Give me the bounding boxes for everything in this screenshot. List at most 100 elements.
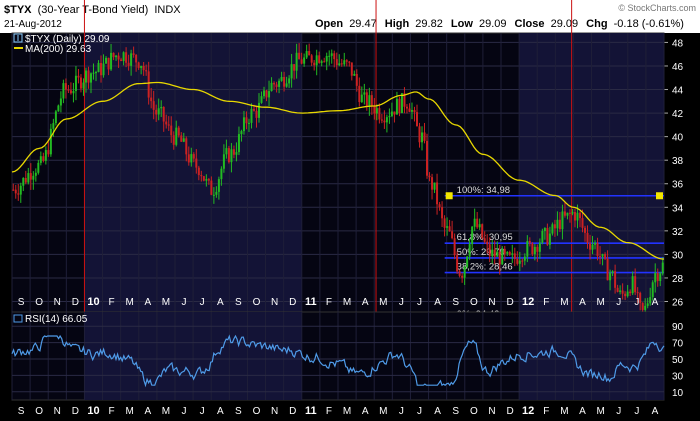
price-x-tick: A: [652, 297, 659, 308]
candle-body: [185, 138, 188, 155]
price-x-tick: M: [379, 297, 387, 308]
low-label: Low: [451, 18, 473, 30]
candle-body: [563, 211, 566, 216]
candle-body: [375, 108, 378, 114]
candle-body: [117, 55, 120, 60]
candle-body: [227, 148, 230, 163]
candle-body: [112, 52, 115, 58]
candle-body: [363, 92, 366, 95]
fib-label-2: 50%: 29,70: [457, 247, 505, 258]
candle-body: [177, 127, 180, 136]
candle-body: [12, 189, 15, 191]
candle-body: [330, 53, 333, 56]
price-y-tick: 38: [672, 156, 684, 167]
candle-body: [232, 149, 235, 155]
candle-body: [661, 262, 664, 274]
price-x-tick: M: [596, 297, 604, 308]
candle-body: [378, 108, 381, 120]
candle-body: [328, 55, 331, 57]
rsi-x-tick: F: [109, 406, 115, 417]
quote-date: 21-Aug-2012: [4, 19, 62, 30]
candle-body: [260, 96, 263, 103]
candle-body: [305, 51, 308, 58]
candle-body: [315, 55, 318, 66]
rsi-x-tick: M: [596, 406, 604, 417]
candle-body: [634, 276, 637, 293]
candle-body: [641, 302, 644, 310]
rsi-x-tick: O: [253, 406, 261, 417]
candle-body: [476, 218, 479, 228]
candle-body: [594, 242, 597, 245]
price-x-tick: J: [634, 297, 639, 308]
candle-body: [100, 62, 103, 76]
candle-body: [333, 53, 336, 60]
candle-body: [107, 57, 110, 70]
candle-body: [115, 55, 118, 58]
close-label: Close: [515, 18, 545, 30]
price-x-tick: F: [543, 297, 549, 308]
candle-body: [285, 83, 288, 87]
rsi-x-tick: J: [417, 406, 422, 417]
watermark: © StockCharts.com: [618, 3, 696, 13]
candle-body: [611, 271, 614, 273]
candle-body: [313, 62, 316, 66]
candle-body: [95, 72, 98, 74]
candle-body: [616, 287, 619, 292]
candle-body: [298, 52, 301, 60]
candle-body: [320, 61, 323, 63]
candle-body: [438, 204, 441, 208]
candle-body: [127, 62, 130, 66]
candle-body: [365, 92, 368, 107]
rsi-x-tick: J: [399, 406, 404, 417]
candle-body: [340, 63, 343, 65]
price-x-tick: N: [54, 297, 61, 308]
candle-body: [561, 211, 564, 230]
candle-body: [408, 108, 411, 112]
candle-body: [533, 246, 536, 255]
candle-body: [543, 228, 546, 231]
candle-body: [415, 112, 418, 127]
fib-label-0: 100%: 34,98: [457, 185, 510, 196]
candle-body: [651, 282, 654, 298]
candle-body: [57, 105, 60, 112]
candle-body: [385, 117, 388, 123]
candle-body: [125, 52, 128, 63]
candle-body: [360, 94, 363, 103]
rsi-y-tick: 70: [672, 339, 684, 350]
candle-body: [558, 219, 561, 230]
candle-body: [212, 194, 215, 196]
candle-body: [59, 98, 62, 106]
rsi-x-tick: S: [452, 406, 459, 417]
candle-body: [568, 212, 571, 214]
candle-body: [69, 90, 72, 94]
price-y-tick: 28: [672, 274, 684, 285]
candle-body: [591, 244, 594, 250]
candle-body: [468, 244, 471, 257]
candle-body: [436, 182, 439, 205]
rsi-y-tick: 10: [672, 388, 684, 399]
candle-body: [573, 212, 576, 221]
candle-body: [162, 107, 165, 122]
price-x-tick: 10: [87, 296, 99, 308]
price-x-axis: S O N D 10 F M A M J J A S O N D 11 F M A M J J A S O N D 12 F M A M J J A: [18, 296, 659, 308]
price-x-tick: M: [560, 297, 568, 308]
candle-body: [165, 121, 168, 125]
candle-body: [105, 57, 108, 64]
rsi-x-tick: N: [54, 406, 61, 417]
candle-body: [72, 91, 75, 94]
candle-body: [82, 82, 85, 89]
candle-body: [626, 291, 629, 297]
candle-body: [506, 252, 509, 254]
candle-body: [418, 126, 421, 143]
candle-body: [32, 175, 35, 180]
candle-body: [656, 272, 659, 282]
candle-body: [187, 154, 190, 163]
candle-body: [586, 232, 589, 244]
candle-body: [614, 271, 617, 288]
candle-body: [456, 255, 459, 272]
price-y-tick: 30: [672, 250, 684, 261]
candle-body: [536, 246, 539, 252]
rsi-x-tick: M: [379, 406, 387, 417]
candle-body: [202, 176, 205, 181]
